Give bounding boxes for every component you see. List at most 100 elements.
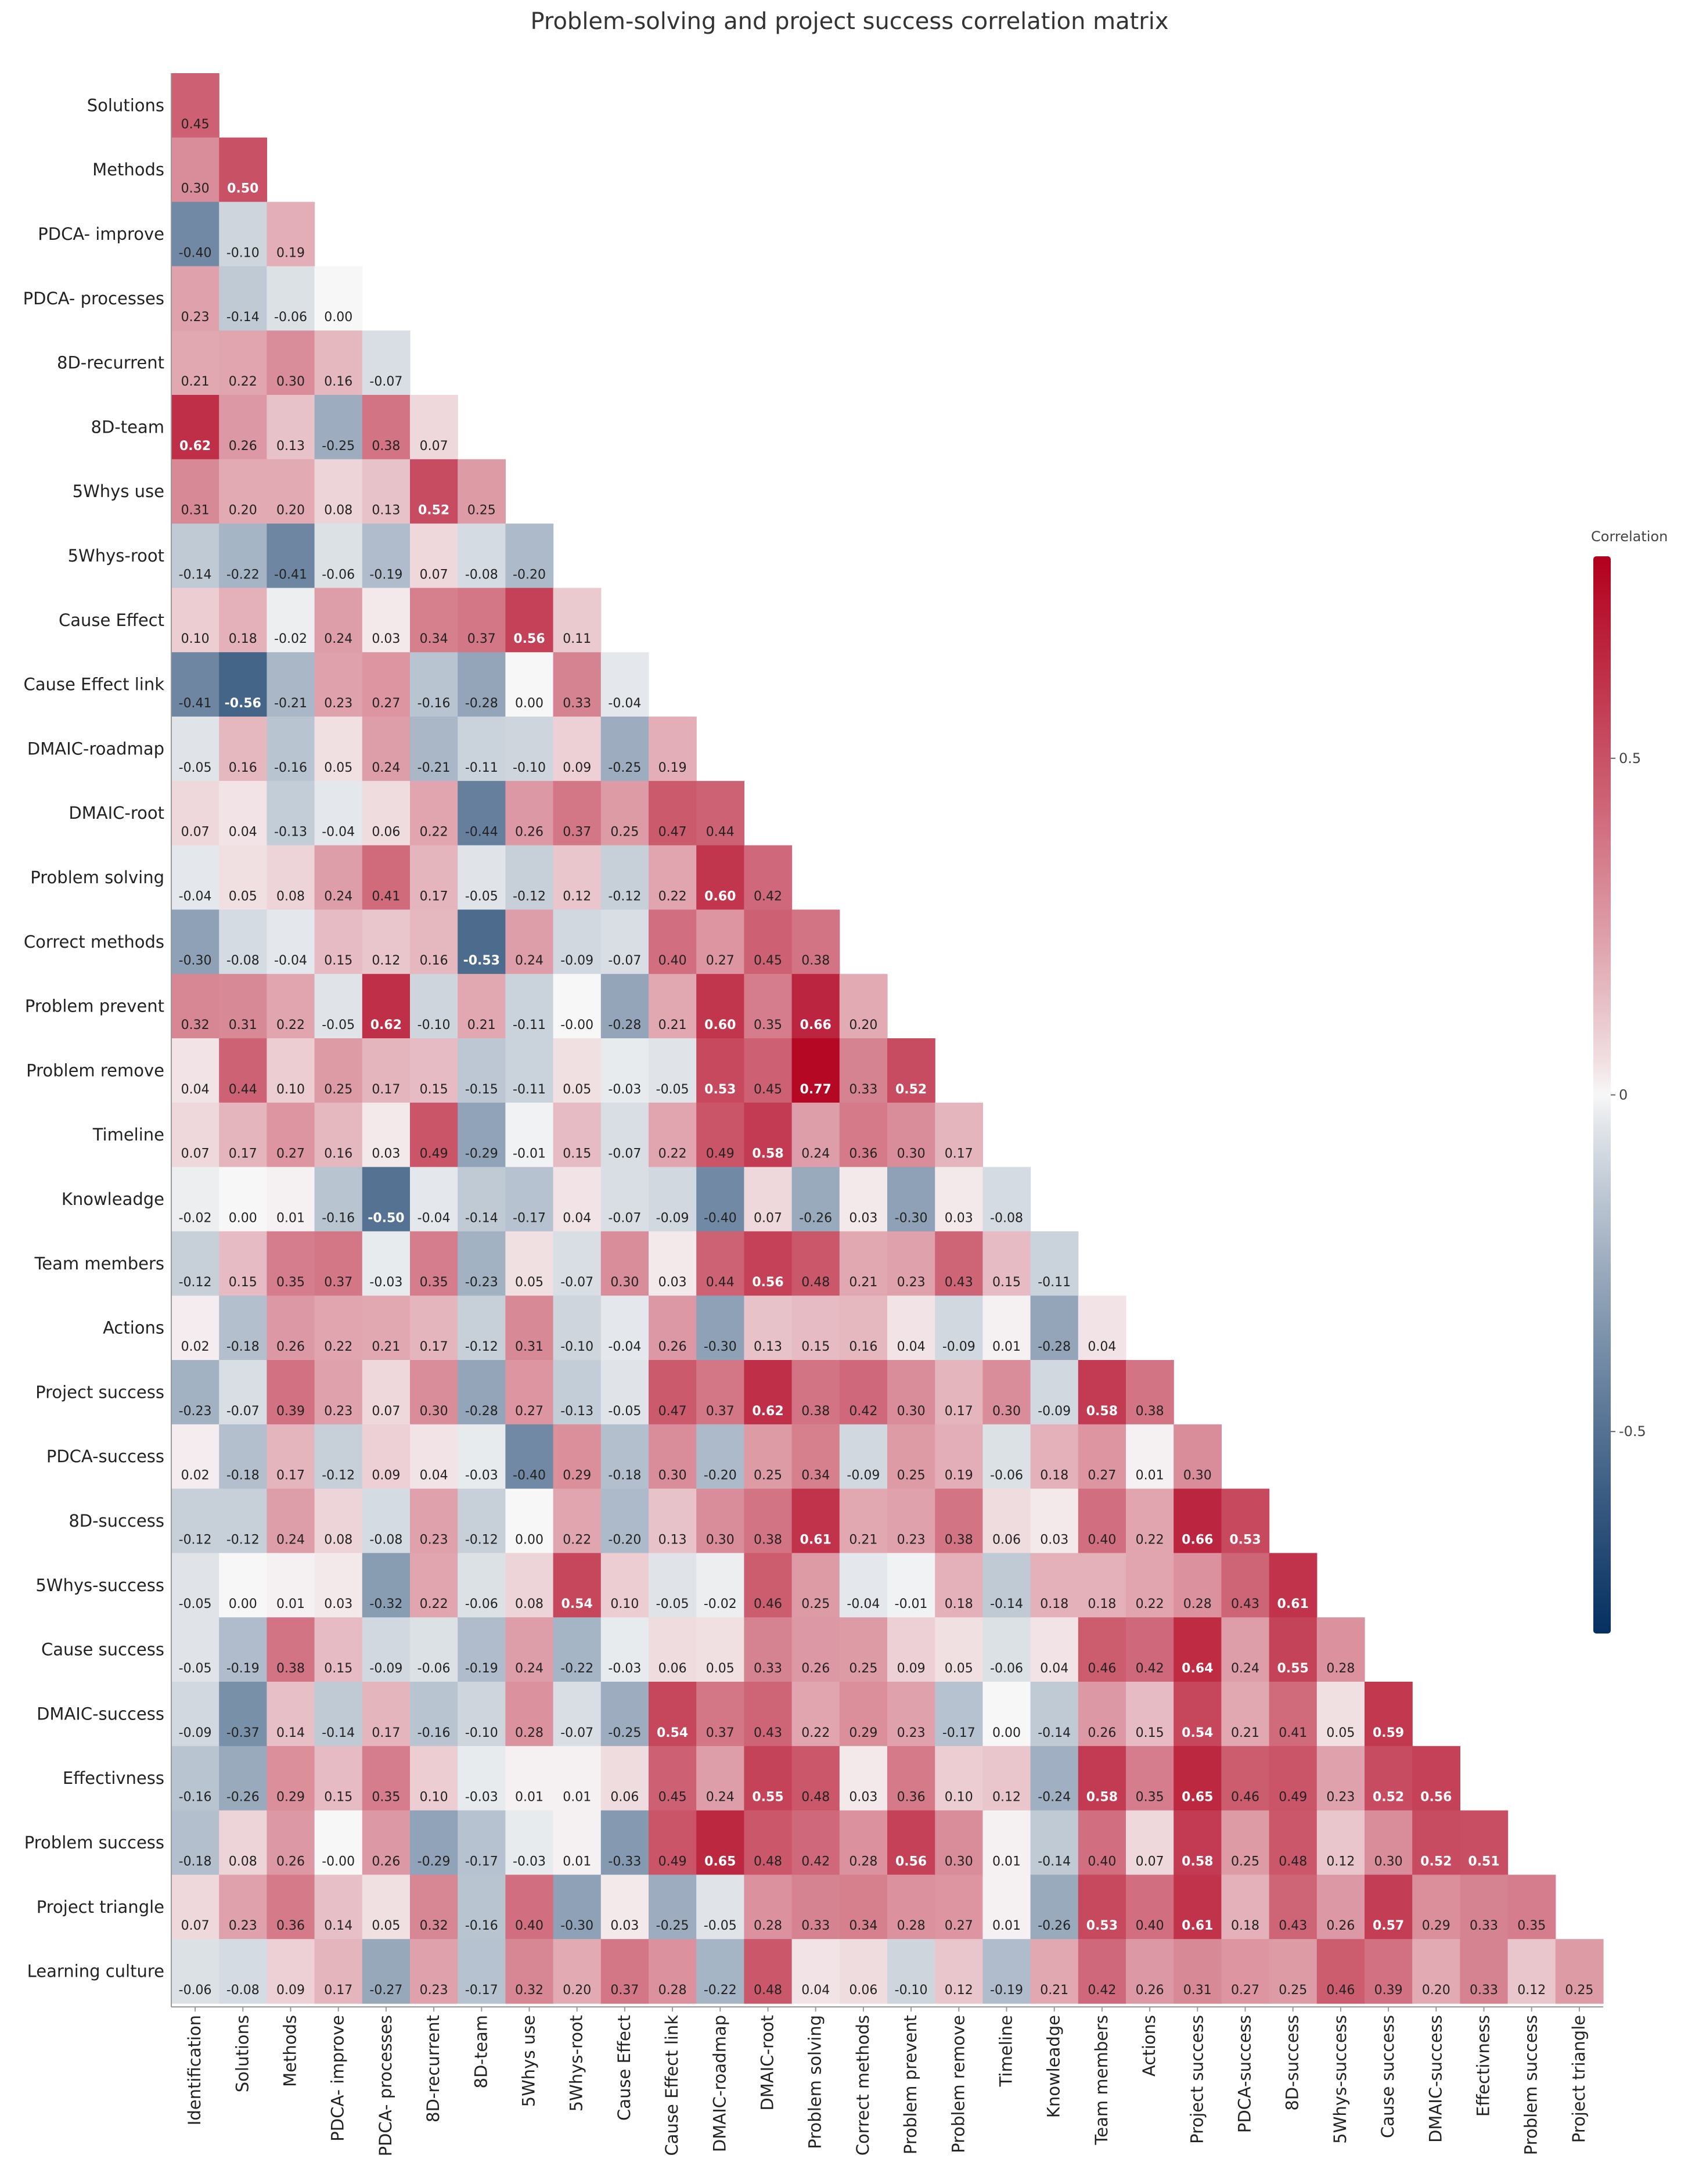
heatmap-cell bbox=[171, 1488, 219, 1553]
cell-value-label: 0.53 bbox=[1086, 1919, 1118, 1933]
row-tick-label: Timeline bbox=[92, 1125, 164, 1145]
heatmap-cell bbox=[1030, 1939, 1079, 2004]
heatmap-cell bbox=[171, 1553, 219, 1618]
heatmap-cell bbox=[171, 909, 219, 974]
cell-value-label: -0.16 bbox=[179, 1790, 212, 1805]
cell-value-label: 0.13 bbox=[658, 1532, 687, 1547]
cell-value-label: 0.09 bbox=[372, 1469, 400, 1483]
heatmap-cell bbox=[982, 1360, 1031, 1425]
column-tick-label: 8D-recurrent bbox=[423, 2015, 443, 2122]
heatmap-cell bbox=[314, 1231, 363, 1296]
cell-value-label: -0.30 bbox=[704, 1340, 737, 1354]
heatmap-cell bbox=[935, 1231, 983, 1296]
cell-value-label: 0.36 bbox=[897, 1790, 926, 1805]
cell-value-label: 0.03 bbox=[1040, 1532, 1068, 1547]
heatmap-cell bbox=[553, 1038, 602, 1103]
heatmap-cell bbox=[1412, 1874, 1460, 1940]
heatmap-cell bbox=[171, 1038, 219, 1103]
cell-value-label: -0.10 bbox=[513, 761, 546, 775]
heatmap-cell bbox=[362, 1038, 411, 1103]
heatmap-cell bbox=[1316, 1746, 1365, 1811]
column-tick-label: 5Whys-success bbox=[1330, 2015, 1350, 2144]
row-tick-label: Learning culture bbox=[27, 1962, 164, 1981]
heatmap-cell bbox=[1365, 1682, 1413, 1747]
heatmap-cell bbox=[314, 1424, 363, 1489]
cell-value-label: 0.60 bbox=[704, 1018, 736, 1032]
heatmap-cell bbox=[744, 1488, 793, 1553]
heatmap-cell bbox=[649, 1360, 697, 1425]
cell-value-label: 0.30 bbox=[992, 1404, 1021, 1419]
column-tick-label: 5Whys-root bbox=[567, 2015, 586, 2111]
cell-value-label: 0.01 bbox=[992, 1340, 1021, 1354]
heatmap-cell bbox=[267, 523, 315, 588]
heatmap-cell bbox=[1126, 1682, 1174, 1747]
heatmap-cell bbox=[219, 1874, 267, 1940]
cell-value-label: -0.44 bbox=[465, 825, 498, 840]
cell-value-label: 0.33 bbox=[849, 1082, 877, 1097]
cell-value-label: 0.17 bbox=[420, 1340, 448, 1354]
heatmap-cell bbox=[410, 717, 458, 782]
heatmap-cell bbox=[362, 909, 411, 974]
heatmap-cell bbox=[505, 523, 554, 588]
heatmap-cell bbox=[1221, 1746, 1270, 1811]
heatmap-cell bbox=[458, 1424, 506, 1489]
heatmap-cell bbox=[219, 459, 267, 524]
cell-value-label: 0.15 bbox=[324, 1661, 352, 1676]
cell-value-label: 0.57 bbox=[1373, 1919, 1404, 1933]
heatmap-cell bbox=[1078, 1296, 1126, 1361]
cell-value-label: -0.53 bbox=[463, 954, 500, 968]
cell-value-label: 0.43 bbox=[1279, 1919, 1307, 1933]
heatmap-cell bbox=[982, 1617, 1031, 1682]
cell-value-label: 0.04 bbox=[1088, 1340, 1116, 1354]
heatmap-cell bbox=[553, 1682, 602, 1747]
heatmap-cell bbox=[171, 1874, 219, 1940]
cell-value-label: -0.07 bbox=[608, 954, 641, 968]
cell-value-label: 0.06 bbox=[610, 1790, 639, 1805]
cell-value-label: -0.40 bbox=[513, 1469, 546, 1483]
row-tick-label: PDCA- processes bbox=[23, 289, 164, 308]
heatmap-cell bbox=[458, 652, 506, 717]
heatmap-cell bbox=[458, 1810, 506, 1875]
heatmap-cell bbox=[696, 1939, 744, 2004]
row-tick-label: Team members bbox=[34, 1254, 165, 1273]
cell-value-label: 0.08 bbox=[515, 1597, 543, 1611]
heatmap-cell bbox=[1030, 1553, 1079, 1618]
heatmap-cell bbox=[1269, 1746, 1318, 1811]
cell-value-label: -0.16 bbox=[417, 696, 451, 711]
cell-value-label: 0.18 bbox=[1040, 1597, 1068, 1611]
cell-value-label: 0.33 bbox=[801, 1919, 830, 1933]
cell-value-label: 0.64 bbox=[1182, 1661, 1213, 1676]
heatmap-cell bbox=[1174, 1617, 1222, 1682]
heatmap-cell bbox=[410, 974, 458, 1039]
cell-value-label: 0.21 bbox=[849, 1532, 877, 1547]
heatmap-cell bbox=[982, 1488, 1031, 1553]
cell-value-label: 0.29 bbox=[563, 1469, 591, 1483]
cell-value-label: 0.22 bbox=[420, 825, 448, 840]
cell-value-label: -0.06 bbox=[465, 1597, 498, 1611]
column-tick-label: Cause success bbox=[1378, 2015, 1398, 2138]
heatmap-cell bbox=[267, 1939, 315, 2004]
column-tick-label: Timeline bbox=[996, 2015, 1016, 2087]
cell-value-label: 0.61 bbox=[800, 1532, 831, 1547]
cell-value-label: -0.41 bbox=[179, 696, 212, 711]
cell-value-label: -0.03 bbox=[465, 1469, 498, 1483]
cell-value-label: 0.22 bbox=[563, 1532, 591, 1547]
heatmap-cell bbox=[171, 1360, 219, 1425]
cell-value-label: 0.49 bbox=[706, 1147, 735, 1161]
heatmap-cell bbox=[410, 1810, 458, 1875]
heatmap-cell bbox=[935, 1617, 983, 1682]
cell-value-label: -0.06 bbox=[990, 1469, 1023, 1483]
heatmap-cell bbox=[314, 845, 363, 910]
cell-value-label: 0.77 bbox=[800, 1082, 831, 1097]
cell-value-label: 0.25 bbox=[849, 1661, 877, 1676]
heatmap-cell bbox=[410, 1231, 458, 1296]
cell-value-label: 0.21 bbox=[372, 1340, 400, 1354]
heatmap-cell bbox=[649, 1617, 697, 1682]
heatmap-cell bbox=[171, 523, 219, 588]
heatmap-cell bbox=[219, 780, 267, 846]
heatmap-cell bbox=[1126, 1360, 1174, 1425]
heatmap-cell bbox=[314, 1682, 363, 1747]
cell-value-label: 0.04 bbox=[801, 1983, 830, 1998]
heatmap-cell bbox=[314, 330, 363, 395]
